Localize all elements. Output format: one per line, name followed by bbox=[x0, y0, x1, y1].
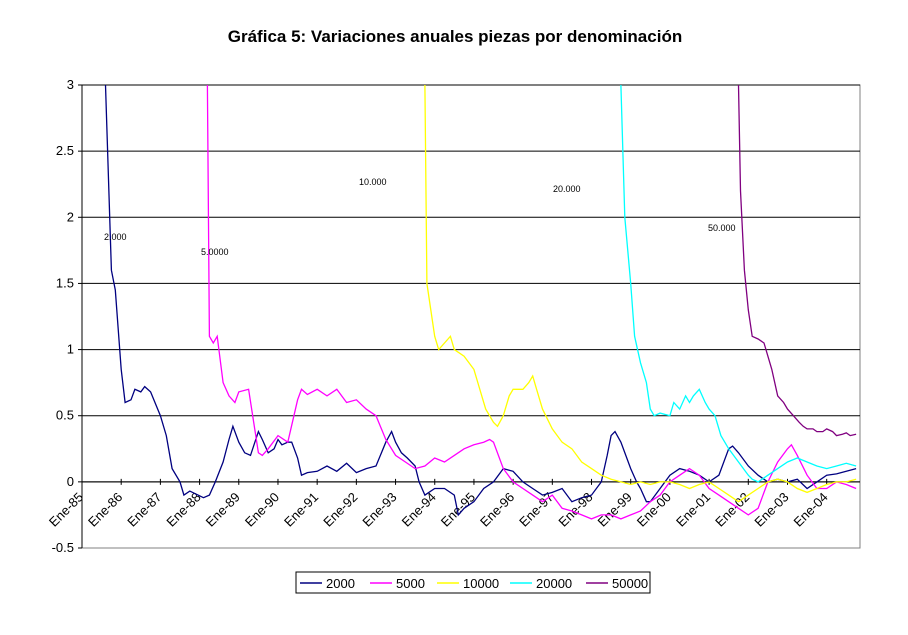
series-line-20000 bbox=[620, 85, 857, 483]
legend: 2000 5000 10000 20000 50000 bbox=[295, 571, 651, 594]
series-line-50000 bbox=[737, 85, 857, 437]
series-line-5000 bbox=[206, 85, 857, 520]
y-tick-label: 0.5 bbox=[56, 408, 74, 423]
legend-label-50000: 50000 bbox=[612, 576, 648, 591]
series-lines bbox=[104, 85, 857, 520]
y-tick-label: 1 bbox=[67, 342, 74, 357]
annotation-5000: 5.0000 bbox=[201, 247, 229, 257]
y-tick-label: 0 bbox=[67, 474, 74, 489]
series-line-10000 bbox=[424, 85, 857, 503]
legend-label-10000: 10000 bbox=[463, 576, 499, 591]
legend-label-5000: 5000 bbox=[396, 576, 425, 591]
series-line-2000 bbox=[104, 85, 857, 517]
legend-label-2000: 2000 bbox=[326, 576, 355, 591]
annotation-2000: 2.000 bbox=[104, 232, 127, 242]
plot-area bbox=[81, 84, 861, 549]
y-tick-label: -0.5 bbox=[52, 540, 74, 555]
y-axis: 3 2.5 2 1.5 1 0.5 0 -0.5 bbox=[52, 77, 74, 555]
legend-label-20000: 20000 bbox=[536, 576, 572, 591]
annotations: 2.000 5.0000 10.000 20.000 50.000 bbox=[104, 177, 736, 257]
annotation-10000: 10.000 bbox=[359, 177, 387, 187]
chart-title: Gráfica 5: Variaciones anuales piezas po… bbox=[228, 27, 682, 46]
y-tick-label: 2 bbox=[67, 209, 74, 224]
legend-box bbox=[295, 571, 651, 594]
y-tick-label: 1.5 bbox=[56, 275, 74, 290]
y-tick-label: 3 bbox=[67, 77, 74, 92]
y-tick-label: 2.5 bbox=[56, 143, 74, 158]
annotation-50000: 50.000 bbox=[708, 223, 736, 233]
grid-lines bbox=[78, 84, 861, 549]
x-tick-label: Ene-85 bbox=[46, 489, 86, 529]
annotation-20000: 20.000 bbox=[553, 184, 581, 194]
